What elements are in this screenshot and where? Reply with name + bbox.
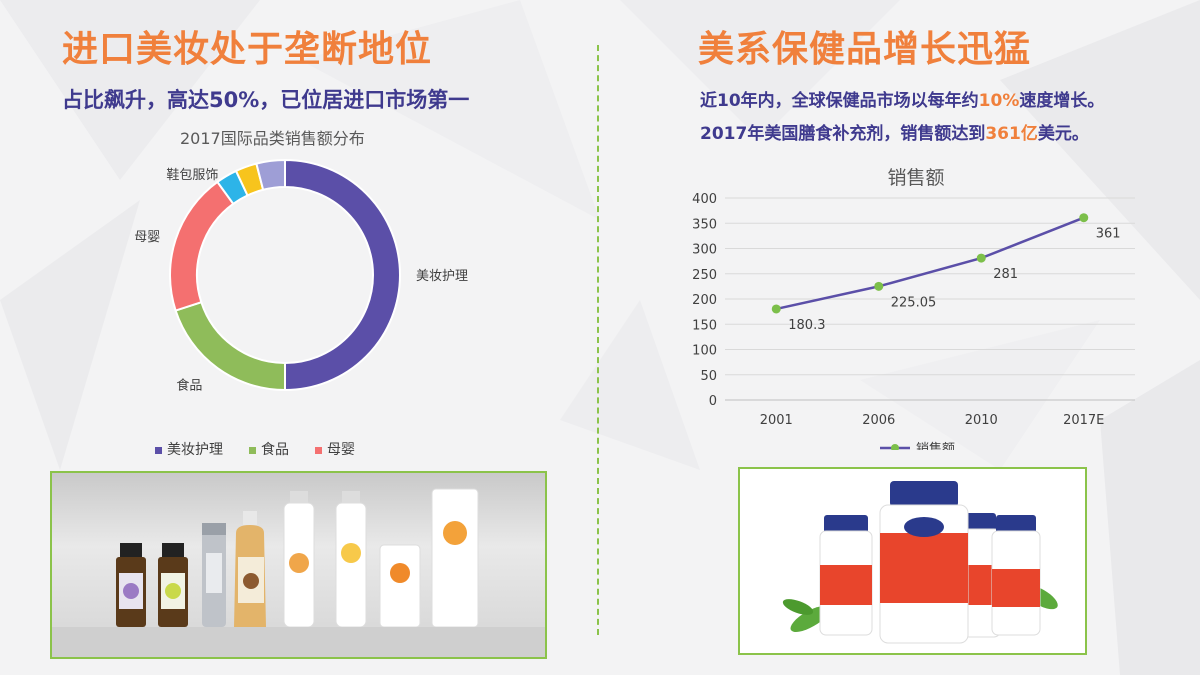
data-point-1	[874, 281, 884, 291]
y-tick-label-6: 300	[692, 243, 717, 258]
right-text-line-2: 2017年美国膳食补充剂，销售额达到361亿美元。	[700, 119, 1089, 144]
donut-chart: 美妆护理食品母婴鞋包服饰日用快消品其他	[134, 155, 468, 394]
left-subtitle: 占比飙升，高达50%，已位居进口市场第一	[62, 88, 470, 112]
supplement-bottle-main	[879, 481, 969, 644]
supplements-product-photo	[738, 467, 1087, 655]
y-tick-label-8: 400	[692, 192, 717, 207]
dropper-bottle-2	[158, 543, 188, 627]
donut-label-0: 美妆护理	[416, 269, 468, 284]
y-tick-label-5: 250	[692, 268, 717, 283]
y-tick-label-2: 100	[692, 344, 717, 359]
y-tick-label-1: 50	[700, 369, 717, 384]
donut-chart-title: 2017国际品类销售额分布	[180, 129, 365, 148]
serum-bottle	[202, 523, 226, 627]
donut-label-2: 母婴	[134, 230, 160, 245]
right-text-line-1: 近10年内，全球保健品市场以每年约10%速度增长。	[700, 86, 1104, 111]
oil-bottle	[234, 511, 266, 627]
x-tick-label-2: 2010	[965, 413, 998, 428]
right-line2-highlight: 361亿	[985, 124, 1038, 144]
legend-marker-swatch	[891, 444, 899, 450]
y-tick-label-7: 350	[692, 217, 717, 232]
right-line2-part-a: 2017年美国膳食补充剂，销售额达到	[700, 124, 986, 144]
legend-label-baby: 母婴	[327, 442, 355, 458]
right-title: 美系保健品增长迅猛	[698, 29, 1032, 70]
y-tick-label-3: 150	[692, 318, 717, 333]
data-label-3: 361	[1096, 227, 1121, 242]
data-label-2: 281	[993, 267, 1018, 282]
line-chart: 销售额 0 50 100 150 200 250 300 350 400 2001 2006 201…	[692, 167, 1135, 450]
center-divider	[597, 45, 599, 635]
dropper-bottle-1	[116, 543, 146, 627]
donut-label-3: 鞋包服饰	[166, 167, 218, 183]
left-title: 进口美妆处于垄断地位	[62, 29, 433, 70]
legend-item-food: 食品	[249, 439, 289, 459]
donut-slice-5	[255, 158, 286, 191]
legend-label-food: 食品	[261, 442, 289, 458]
supplement-bottle-3	[991, 515, 1041, 636]
donut-label-1: 食品	[176, 378, 202, 394]
lotion-bottle-2	[335, 491, 367, 628]
y-tick-label-0: 0	[709, 394, 717, 409]
x-tick-label-1: 2006	[862, 413, 895, 428]
donut-slice-2	[169, 180, 235, 312]
cosmetics-product-photo	[50, 471, 547, 659]
right-line2-part-b: 美元。	[1037, 124, 1089, 144]
lotion-bottle-1	[283, 491, 315, 628]
legend-item-beauty: 美妆护理	[155, 439, 223, 459]
data-label-0: 180.3	[788, 318, 825, 333]
y-tick-label-4: 200	[692, 293, 717, 308]
x-tick-label-3: 2017E	[1063, 413, 1104, 428]
data-point-2	[976, 253, 986, 263]
data-point-0	[771, 304, 781, 314]
right-line1-highlight: 10%	[978, 91, 1020, 111]
line-chart-title: 销售额	[887, 167, 944, 189]
donut-slice-1	[174, 300, 286, 392]
data-point-3	[1079, 213, 1089, 223]
donut-slice-0	[284, 158, 401, 392]
legend-label-sales: 销售额	[916, 441, 955, 450]
supplement-bottle-1	[819, 515, 873, 636]
right-line1-part-a: 近10年内，全球保健品市场以每年约	[700, 91, 979, 111]
donut-label-4: 日用快消品	[174, 155, 239, 157]
x-tick-label-0: 2001	[760, 413, 793, 428]
donut-legend: 美妆护理 食品 母婴	[155, 439, 355, 459]
series-line-0	[775, 216, 1085, 311]
legend-label-beauty: 美妆护理	[167, 442, 223, 458]
right-line1-part-b: 速度增长。	[1019, 91, 1105, 111]
cream-tube-2	[431, 488, 479, 628]
cream-tube-1	[379, 544, 421, 628]
legend-item-baby: 母婴	[315, 439, 355, 459]
data-label-1: 225.05	[891, 295, 937, 310]
